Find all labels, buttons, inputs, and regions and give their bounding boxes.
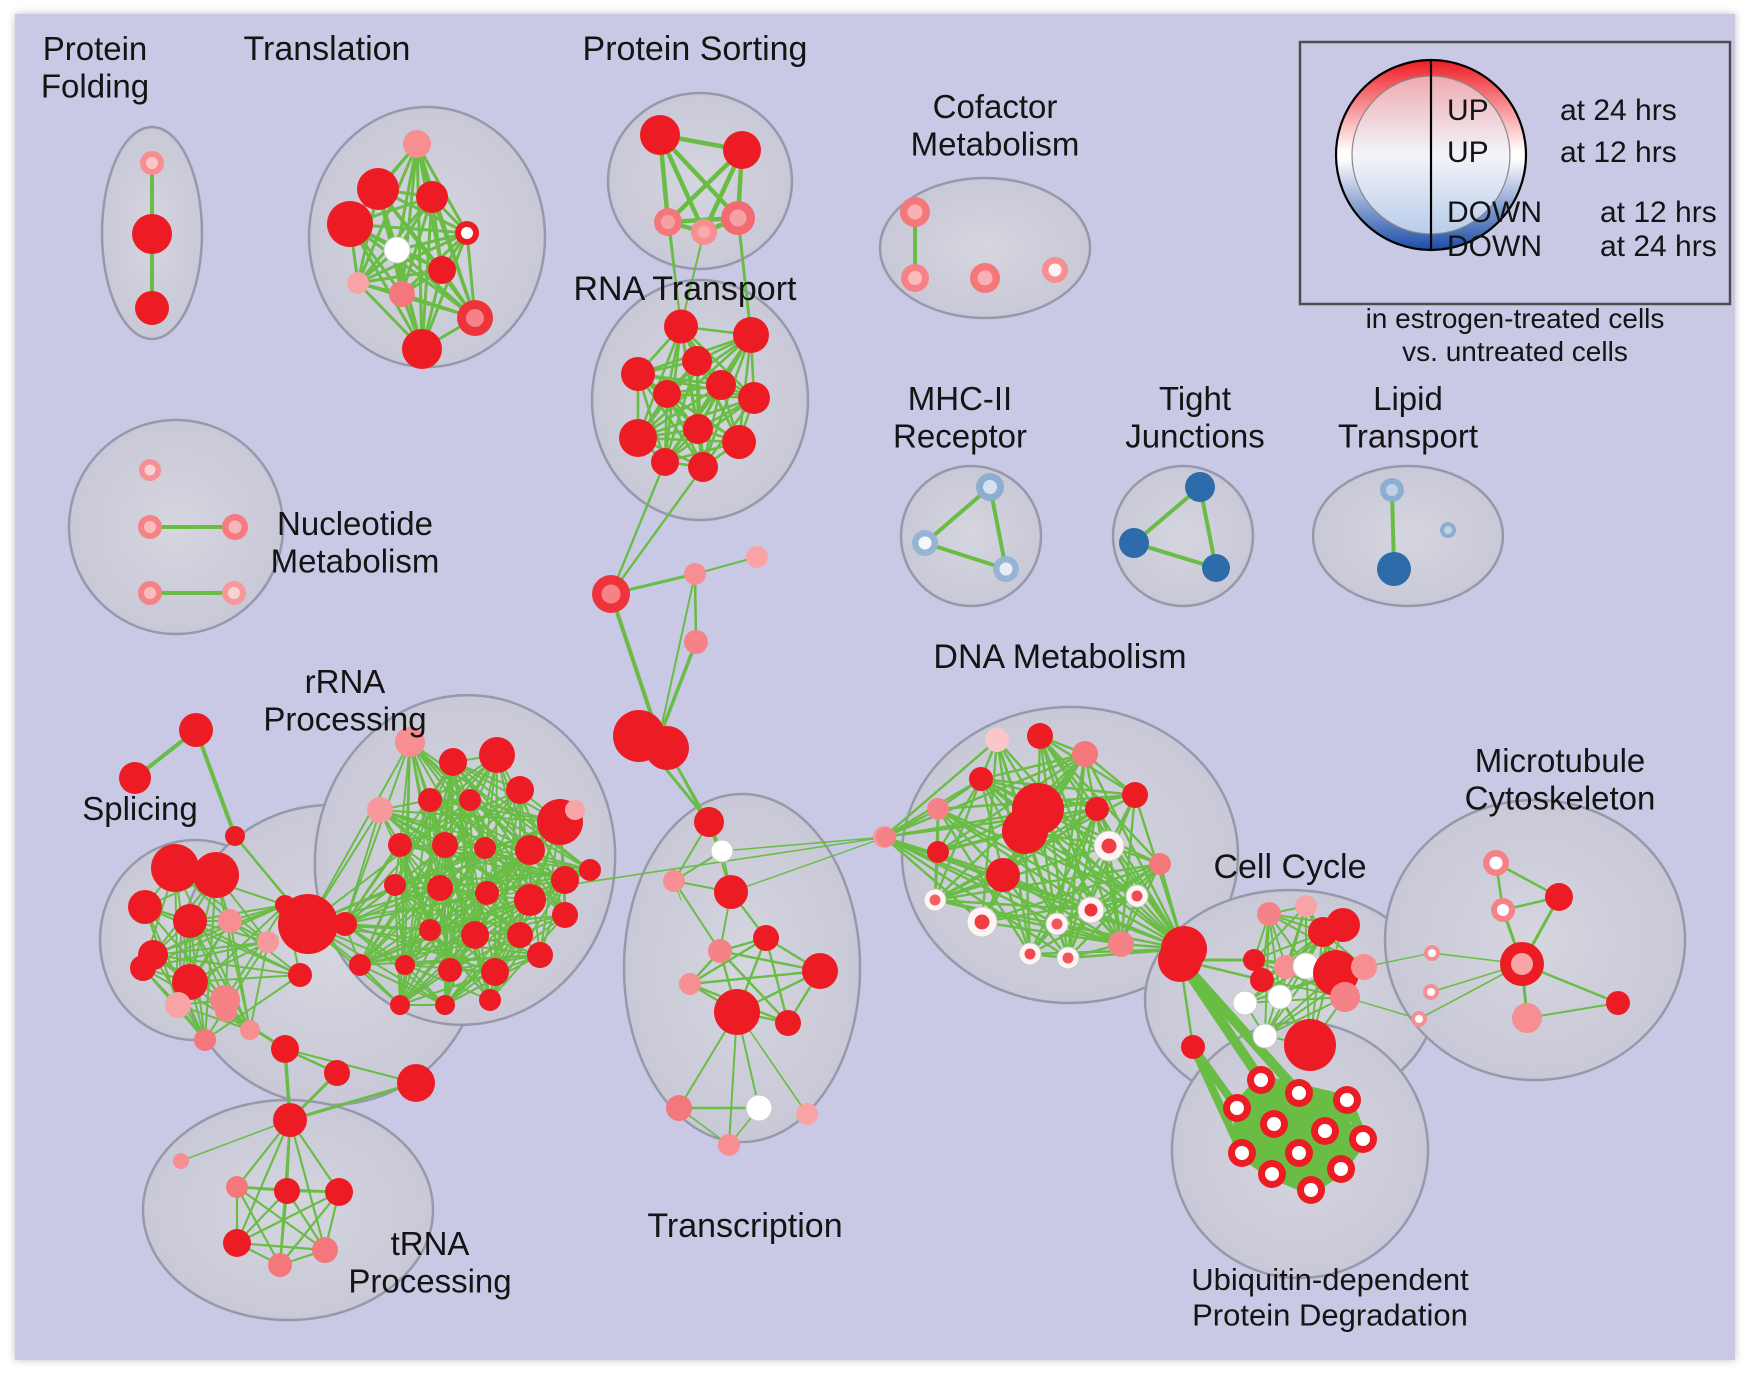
svg-text:DNA Metabolism: DNA Metabolism — [933, 638, 1186, 676]
svg-text:Transcription: Transcription — [647, 1207, 842, 1245]
svg-text:at 12 hrs: at 12 hrs — [1600, 196, 1717, 229]
svg-text:RNA Transport: RNA Transport — [574, 270, 798, 308]
svg-text:Splicing: Splicing — [82, 790, 198, 827]
svg-text:at 12 hrs: at 12 hrs — [1560, 136, 1677, 169]
svg-text:Cell Cycle: Cell Cycle — [1213, 848, 1366, 886]
svg-text:at 24 hrs: at 24 hrs — [1560, 94, 1677, 127]
svg-text:Protein Sorting: Protein Sorting — [583, 30, 808, 68]
svg-text:in estrogen-treated cells: in estrogen-treated cells — [1366, 303, 1665, 334]
svg-text:vs. untreated cells: vs. untreated cells — [1402, 336, 1628, 367]
svg-text:UP: UP — [1447, 136, 1489, 169]
svg-text:DOWN: DOWN — [1447, 230, 1542, 263]
svg-text:UP: UP — [1447, 94, 1489, 127]
svg-text:at 24 hrs: at 24 hrs — [1600, 230, 1717, 263]
svg-text:Translation: Translation — [244, 30, 411, 68]
svg-text:DOWN: DOWN — [1447, 196, 1542, 229]
